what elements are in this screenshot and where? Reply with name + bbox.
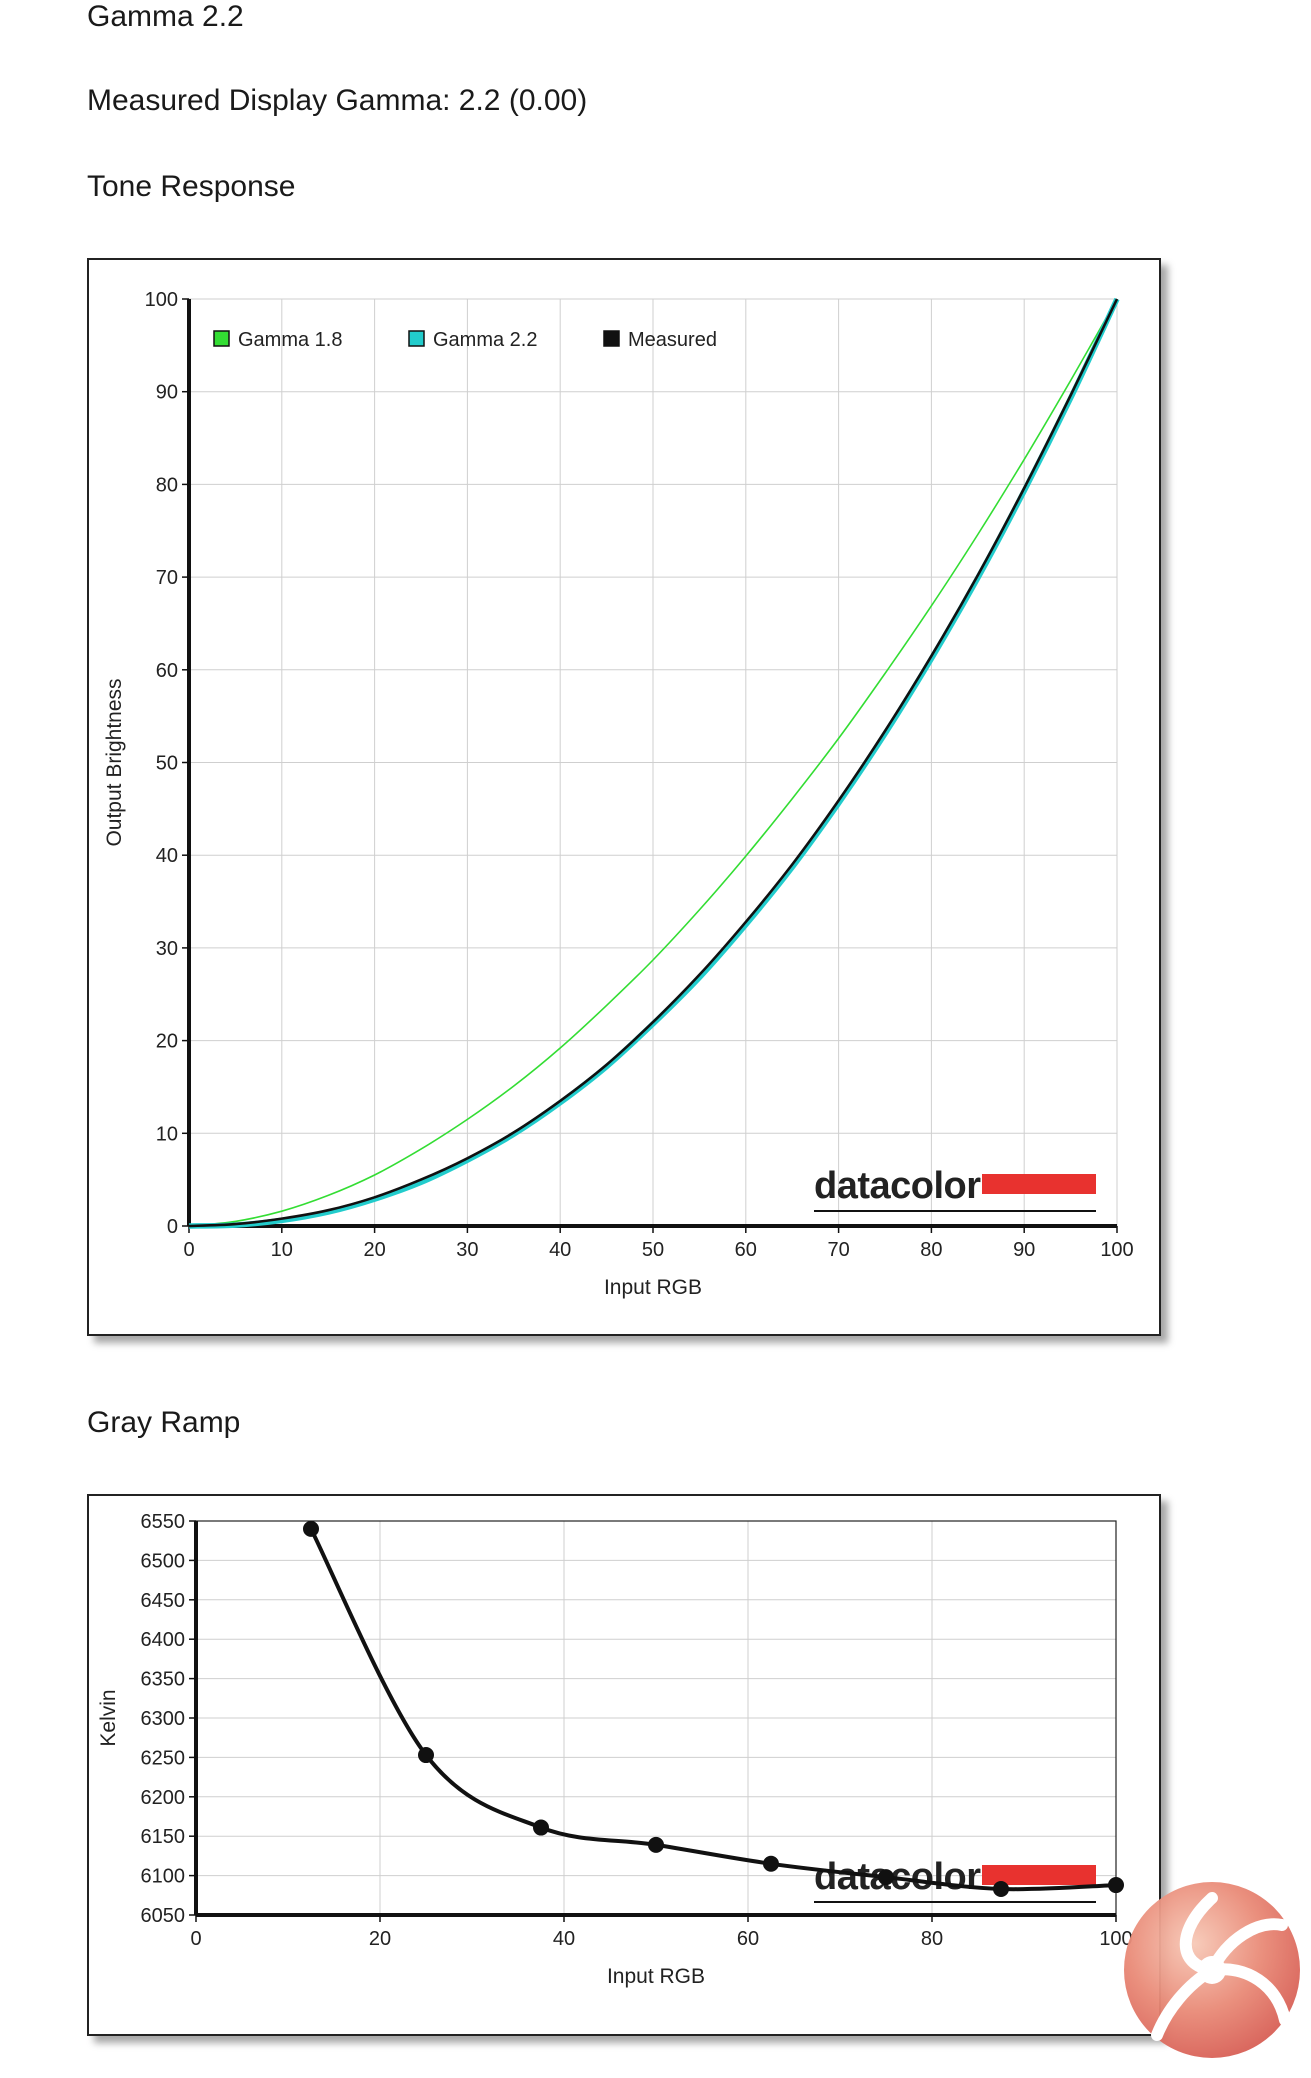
x-tick-label: 10 [271,1239,293,1261]
legend-label: Measured [628,329,717,351]
x-tick-label: 70 [827,1239,849,1261]
x-tick-label: 100 [1100,1239,1133,1261]
page-heading: Gamma 2.2 [87,0,244,33]
y-tick-label: 30 [156,938,178,960]
legend-swatch [408,330,425,347]
x-tick-label: 20 [369,1928,391,1950]
datacolor-logo-bar [982,1865,1096,1885]
x-tick-label: 0 [183,1239,194,1261]
y-tick-label: 60 [156,660,178,682]
y-tick-label: 6050 [141,1905,186,1927]
y-tick-label: 50 [156,753,178,775]
datacolor-logo-bar [982,1174,1096,1194]
y-tick-label: 6300 [141,1708,186,1730]
legend: Gamma 1.8 Gamma 2.2 Measured [213,329,717,351]
y-tick-label: 80 [156,474,178,496]
y-tick-label: 40 [156,845,178,867]
y-axis-label: Kelvin [97,1689,120,1746]
x-tick-label: 60 [737,1928,759,1950]
x-tick-label: 40 [553,1928,575,1950]
legend-swatch [213,330,230,347]
gray-ramp-title: Gray Ramp [87,1406,241,1439]
x-tick-label: 80 [920,1239,942,1261]
y-tick-label: 6350 [141,1669,186,1691]
y-tick-label: 6550 [141,1511,186,1533]
series-line-gamma-1-8 [188,298,1118,1227]
x-tick-label: 0 [190,1928,201,1950]
gray-ramp-chart: 0 20 40 60 80 100 6050 6100 6150 6200 6250 6300 6350… [97,1511,1133,1988]
x-axis-label: Input RGB [607,1965,705,1988]
y-tick-label: 100 [145,289,178,311]
data-point [878,1869,894,1886]
y-tick-label: 90 [156,382,178,404]
series-line-measured [188,298,1119,1228]
x-axis-label: Input RGB [604,1276,702,1299]
data-point [303,1520,319,1537]
datacolor-logo: datacolor [814,1165,1096,1212]
x-tick-label: 80 [921,1928,943,1950]
y-tick-label: 6450 [141,1590,186,1612]
y-tick-label: 6250 [141,1747,186,1769]
x-tick-label: 40 [549,1239,571,1261]
data-point [418,1747,434,1764]
y-tick-label: 10 [156,1123,178,1145]
data-point [648,1836,664,1853]
x-tick-label: 20 [363,1239,385,1261]
y-tick-label: 0 [167,1216,178,1238]
y-tick-label: 6150 [141,1826,186,1848]
data-point [993,1880,1009,1897]
datacolor-logo: datacolor [814,1856,1096,1903]
tone-response-title: Tone Response [87,170,296,203]
y-tick-label: 6100 [141,1866,186,1888]
legend-label: Gamma 1.8 [238,329,342,351]
y-tick-label: 6500 [141,1550,186,1572]
x-tick-label: 60 [735,1239,757,1261]
measured-gamma-text: Measured Display Gamma: 2.2 (0.00) [87,84,588,117]
series-line-gamma-2-2 [188,297,1120,1229]
datacolor-logo-text: datacolor [814,1165,981,1207]
data-point [533,1819,549,1836]
data-point [763,1855,779,1872]
tone-response-panel: 0 10 20 30 40 50 60 70 80 90 100 0 10 20 30 40 50 60 70 80 9… [87,258,1161,1336]
legend-label: Gamma 2.2 [433,329,537,351]
y-axis-label: Output Brightness [103,678,126,846]
x-tick-label: 50 [642,1239,664,1261]
y-tick-label: 6400 [141,1629,186,1651]
gray-ramp-panel: 0 20 40 60 80 100 6050 6100 6150 6200 6250 6300 6350… [87,1494,1161,2036]
tone-response-chart: 0 10 20 30 40 50 60 70 80 90 100 0 10 20 30 40 50 60 70 80 9… [103,289,1134,1299]
x-tick-label: 100 [1099,1928,1132,1950]
x-tick-label: 90 [1013,1239,1035,1261]
series-line-0 [309,1527,1117,1892]
data-point [1108,1877,1124,1894]
y-tick-label: 6200 [141,1787,186,1809]
legend-swatch [603,330,620,347]
kitguru-logo-icon [1124,1882,1300,2058]
y-tick-label: 70 [156,567,178,589]
grid [188,298,1118,1227]
y-tick-label: 20 [156,1031,178,1053]
x-tick-label: 30 [456,1239,478,1261]
